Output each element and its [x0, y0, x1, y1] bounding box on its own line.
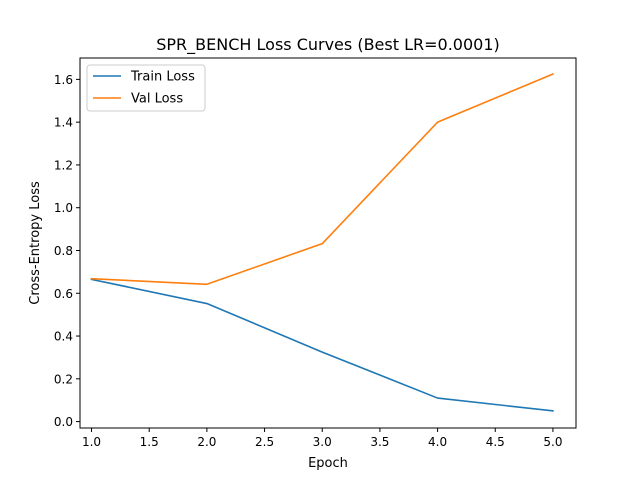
- legend-label: Val Loss: [131, 92, 183, 107]
- legend: Train Loss Val Loss: [86, 64, 206, 112]
- y-tick-label: 1.2: [54, 158, 73, 172]
- y-axis-ticks: 0.0 0.2 0.4 0.6 0.8 1.0 1.2 1.4 1.6: [54, 73, 80, 429]
- y-axis-label: Cross-Entropy Loss: [28, 181, 43, 305]
- x-tick-label: 4.0: [428, 435, 447, 449]
- x-axis-label: Epoch: [308, 456, 348, 471]
- plot-frame: [79, 57, 577, 429]
- y-tick-label: 0.2: [54, 372, 73, 386]
- x-tick-label: 1.0: [82, 435, 101, 449]
- legend-label: Train Loss: [130, 70, 195, 85]
- plot-area: [90, 72, 554, 412]
- y-tick-label: 1.4: [54, 116, 73, 130]
- y-tick-label: 1.0: [54, 201, 73, 215]
- y-tick-label: 0.4: [54, 330, 73, 344]
- y-tick-label: 0.8: [54, 244, 73, 258]
- y-tick-label: 1.6: [54, 73, 73, 87]
- series-line-val-loss: [90, 72, 554, 286]
- x-tick-label: 5.0: [543, 435, 562, 449]
- x-tick-label: 3.0: [313, 435, 332, 449]
- series-line-train-loss: [90, 278, 554, 412]
- x-tick-label: 4.5: [486, 435, 505, 449]
- y-tick-label: 0.0: [54, 415, 73, 429]
- x-tick-label: 2.5: [255, 435, 274, 449]
- chart-title: SPR_BENCH Loss Curves (Best LR=0.0001): [156, 35, 500, 55]
- x-tick-label: 3.5: [370, 435, 389, 449]
- x-tick-label: 2.0: [197, 435, 216, 449]
- x-axis-ticks: 1.0 1.5 2.0 2.5 3.0 3.5 4.0 4.5 5.0: [82, 428, 562, 449]
- x-tick-label: 1.5: [140, 435, 159, 449]
- y-tick-label: 0.6: [54, 287, 73, 301]
